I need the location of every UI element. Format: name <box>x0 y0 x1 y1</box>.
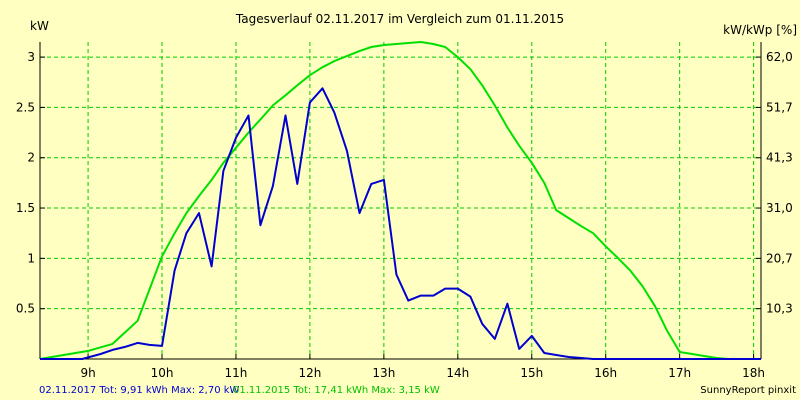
series-line-02-11-2017 <box>40 87 761 360</box>
x-tick-label: 17h <box>668 366 691 380</box>
legend-series-2017: 02.11.2017 Tot: 9,91 kWh Max: 2,70 kW <box>39 385 240 396</box>
y-tick-label: 1.5 <box>16 201 35 215</box>
y2-tick-label: 51,7 <box>766 100 793 114</box>
x-tick-labels: 9h 10h 11h 12h 13h 14h 15h 16h 17h 18h <box>80 366 765 380</box>
chart-title: Tagesverlauf 02.11.2017 im Vergleich zum… <box>235 12 564 26</box>
footer-brand: SunnyReport pinxit <box>700 385 796 396</box>
x-tick-label: 14h <box>446 366 469 380</box>
plot-area <box>40 42 761 359</box>
y2-tick-label: 62,0 <box>766 50 793 64</box>
x-tick-label: 16h <box>594 366 617 380</box>
y2-axis-unit: kW/kWp [%] <box>723 23 797 37</box>
x-tick-label: 10h <box>151 366 174 380</box>
series-line-01-11-2015 <box>39 41 761 360</box>
y2-tick-labels: 10,3 20,7 31,0 41,3 51,7 62,0 <box>766 50 793 316</box>
x-tick-label: 18h <box>742 366 765 380</box>
y-tick-label: 0.5 <box>16 302 35 316</box>
y-axis-unit: kW <box>30 19 49 33</box>
y-tick-label: 2 <box>27 151 35 165</box>
x-tick-label: 12h <box>298 366 321 380</box>
x-tick-label: 9h <box>80 366 95 380</box>
series-lines <box>39 41 761 360</box>
legend-series-2015: 01.11.2015 Tot: 17,41 kWh Max: 3,15 kW <box>233 385 440 396</box>
x-tick-label: 15h <box>520 366 543 380</box>
y-tick-label: 3 <box>27 50 35 64</box>
y2-tick-label: 31,0 <box>766 201 793 215</box>
y2-tick-label: 10,3 <box>766 302 793 316</box>
y-tick-label: 2.5 <box>16 100 35 114</box>
grid-lines <box>40 42 761 359</box>
y-tick-labels: 0.5 1 1.5 2 2.5 3 <box>16 50 35 316</box>
y-tick-label: 1 <box>27 251 35 265</box>
y2-tick-label: 41,3 <box>766 151 793 165</box>
y2-tick-label: 20,7 <box>766 251 793 265</box>
x-tick-label: 11h <box>225 366 248 380</box>
x-tick-label: 13h <box>372 366 395 380</box>
